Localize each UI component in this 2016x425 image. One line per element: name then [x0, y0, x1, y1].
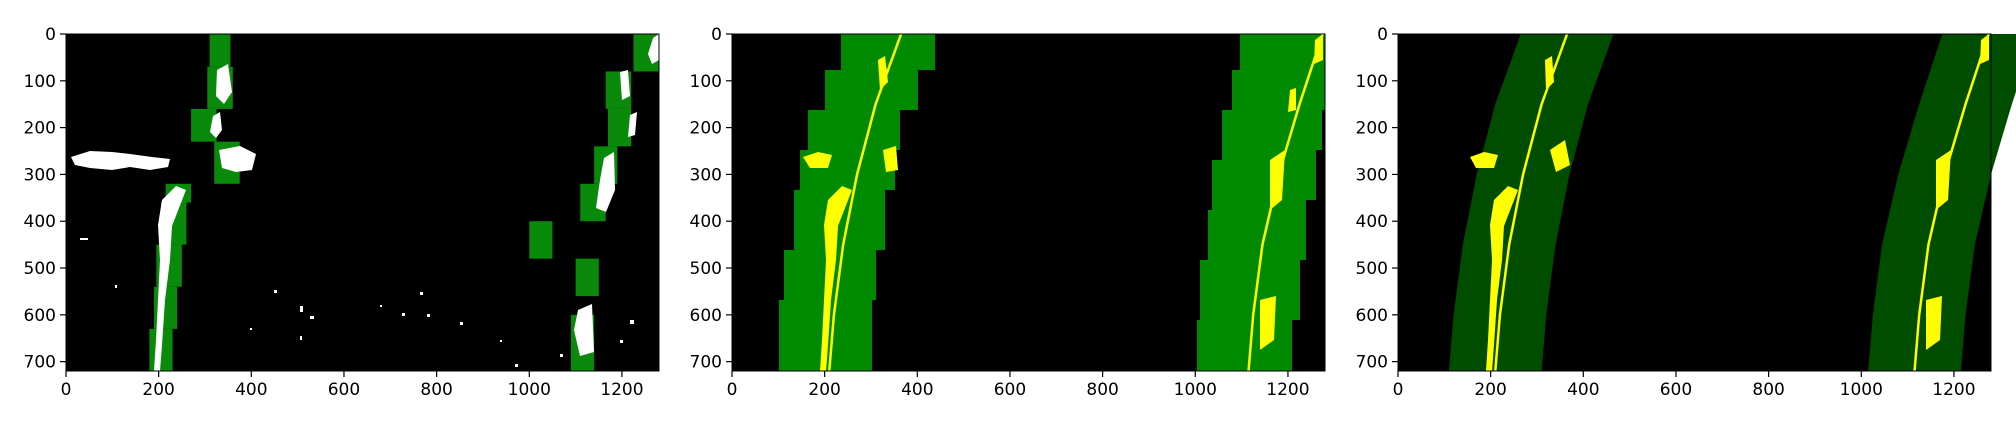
panel-fit-windows: 0 200 400 600 800 1000 1200 0 100 200 300 400 500 600… — [690, 25, 1326, 400]
x-tick-label: 1200 — [1266, 380, 1309, 400]
polynomial-fit-line — [1494, 33, 1569, 372]
axes: 0 200 400 600 800 1000 1200 0 100 200 300 400 500 600… — [24, 25, 660, 400]
axes-frame — [731, 33, 1326, 372]
x-tick-label: 1000 — [1174, 380, 1217, 400]
x-tick-label: 1000 — [508, 380, 551, 400]
y-tick-label: 200 — [690, 119, 722, 139]
axes-frame — [65, 33, 660, 372]
search-windows — [779, 34, 1325, 371]
x-tick-label: 800 — [1086, 380, 1118, 400]
x-tick-label: 0 — [727, 380, 738, 400]
y-tick-label: 200 — [1356, 119, 1388, 139]
fit-lines — [828, 33, 1324, 372]
x-tick-label: 1200 — [600, 380, 643, 400]
polynomial-fit-line — [1247, 33, 1324, 372]
y-tick-label: 500 — [690, 259, 722, 279]
x-tick-label: 200 — [1474, 380, 1506, 400]
y-tick-label: 700 — [24, 353, 56, 373]
panel-fit-margin: 0 200 400 600 800 1000 1200 0 100 200 300 400 500 600… — [1356, 25, 2016, 400]
y-tick-label: 600 — [24, 306, 56, 326]
y-tick-label: 700 — [1356, 353, 1388, 373]
axes: 0 200 400 600 800 1000 1200 0 100 200 300 400 500 600… — [690, 25, 1326, 400]
search-window — [209, 34, 231, 67]
x-tick-label: 0 — [61, 380, 72, 400]
y-tick-label: 300 — [1356, 165, 1388, 185]
x-tick-label: 0 — [1393, 380, 1404, 400]
x-tick-label: 400 — [235, 380, 267, 400]
y-tick-label: 100 — [690, 72, 722, 92]
fit-lines — [1494, 33, 1990, 372]
y-tick-label: 0 — [711, 25, 722, 45]
x-tick-label: 400 — [1567, 380, 1599, 400]
y-tick-label: 0 — [1377, 25, 1388, 45]
y-tick-label: 400 — [1356, 212, 1388, 232]
search-window — [529, 221, 553, 259]
y-tick-label: 200 — [24, 119, 56, 139]
x-tick-label: 800 — [1752, 380, 1784, 400]
y-tick-label: 500 — [24, 259, 56, 279]
x-tick-label: 200 — [808, 380, 840, 400]
axes-frame — [1397, 33, 1992, 372]
y-tick-label: 100 — [24, 72, 56, 92]
y-tick-label: 600 — [1356, 306, 1388, 326]
x-tick-label: 600 — [994, 380, 1026, 400]
polynomial-fit-line — [828, 33, 903, 372]
search-window — [608, 108, 632, 147]
axes: 0 200 400 600 800 1000 1200 0 100 200 300 400 500 600… — [1356, 25, 1992, 400]
y-tick-label: 100 — [1356, 72, 1388, 92]
y-tick-label: 500 — [1356, 259, 1388, 279]
y-tick-label: 300 — [24, 165, 56, 185]
x-tick-label: 600 — [1660, 380, 1692, 400]
search-window — [575, 258, 599, 297]
y-tick-label: 300 — [690, 165, 722, 185]
x-tick-label: 200 — [142, 380, 174, 400]
panel-sliding-windows: 0 200 400 600 800 1000 1200 0 100 200 300 400 500 600… — [24, 25, 660, 400]
y-tick-label: 400 — [690, 212, 722, 232]
polynomial-fit-line — [1913, 33, 1990, 372]
x-tick-label: 800 — [420, 380, 452, 400]
x-tick-label: 1200 — [1932, 380, 1975, 400]
y-tick-label: 0 — [45, 25, 56, 45]
x-tick-label: 400 — [901, 380, 933, 400]
margin-band — [1448, 34, 1614, 371]
x-tick-label: 1000 — [1840, 380, 1883, 400]
x-tick-label: 600 — [328, 380, 360, 400]
y-tick-label: 700 — [690, 353, 722, 373]
lane-pixels — [71, 34, 659, 371]
y-tick-label: 600 — [690, 306, 722, 326]
y-tick-label: 400 — [24, 212, 56, 232]
